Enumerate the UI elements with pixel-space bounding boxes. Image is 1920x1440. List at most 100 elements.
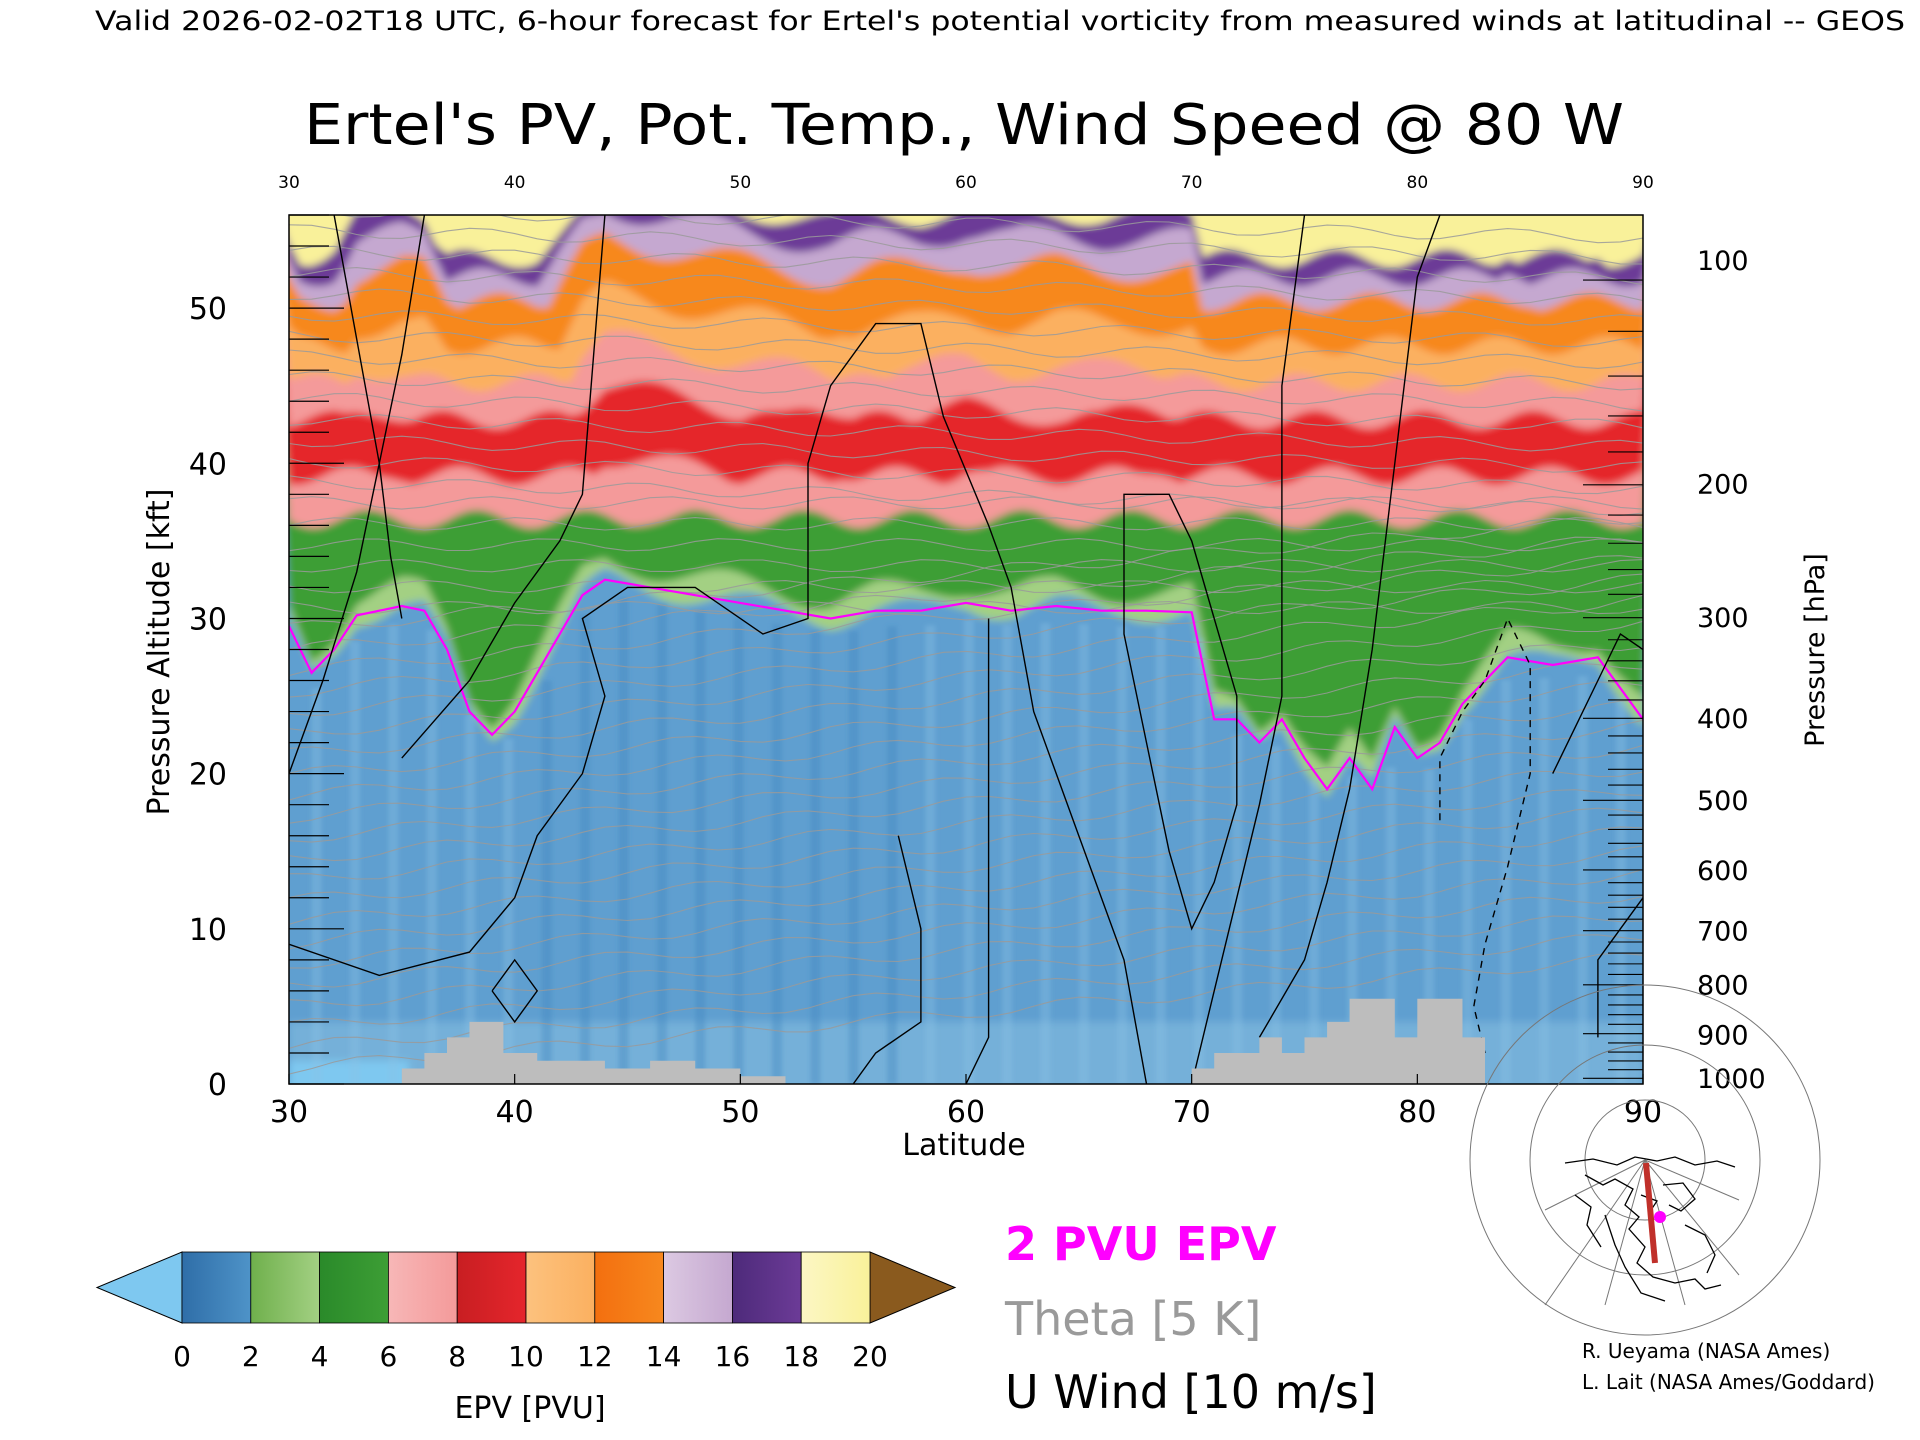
polar-stereographic-locator-map-icon xyxy=(1469,984,1821,1336)
pv-streak xyxy=(733,617,744,1084)
pv-streak xyxy=(580,614,591,1084)
colorbar-segment xyxy=(594,1251,664,1324)
theta-contour xyxy=(289,536,1643,650)
y-axis-right: 100 200 300 400 500 600 700 800 900 1000 xyxy=(1583,246,1766,1095)
colorbar-tick-label: 10 xyxy=(508,1340,544,1373)
pv-streak xyxy=(810,630,821,1084)
x-axis-bottom: 30 40 50 60 70 80 90 xyxy=(270,1074,1662,1130)
u-wind-contour xyxy=(401,215,606,759)
theta-contour xyxy=(289,288,1643,326)
u-wind-contour xyxy=(1123,493,1238,931)
pv-streak xyxy=(541,680,552,1084)
pv-streak xyxy=(1232,734,1243,1084)
colorbar-tick-label: 16 xyxy=(715,1340,751,1373)
u-wind-negative-contour xyxy=(1439,616,1531,1054)
colorbar-segment xyxy=(732,1251,802,1324)
pv-streak xyxy=(1002,624,1013,1084)
colorbar-tick-label: 6 xyxy=(379,1340,397,1373)
pv-streak xyxy=(771,623,782,1084)
colorbar-tick-label: 4 xyxy=(311,1340,329,1373)
y-tick-label: 30 xyxy=(189,602,227,637)
pv-streak xyxy=(349,641,360,1084)
theta-contour xyxy=(289,517,1643,628)
theta-contour xyxy=(289,744,1643,862)
theta-contour xyxy=(289,414,1643,452)
theta-contour xyxy=(289,789,1643,899)
colorbar-over-arrow xyxy=(869,1251,957,1324)
y-right-tick-label: 600 xyxy=(1697,856,1749,887)
x-tick-label: 60 xyxy=(947,1095,985,1130)
y-tick-label: 40 xyxy=(189,447,227,482)
colorbar-tick-label: 12 xyxy=(577,1340,613,1373)
theta-contour xyxy=(289,496,1643,510)
y-tick-label: 50 xyxy=(189,292,227,327)
colorbar-segment xyxy=(181,1251,252,1324)
theta-contour xyxy=(289,620,1643,735)
theta-contour xyxy=(289,681,1643,801)
surface-topography xyxy=(401,998,1485,1084)
theta-contour xyxy=(289,952,1643,1075)
u-wind-contour xyxy=(333,215,403,619)
y-tick-label: 20 xyxy=(189,758,227,793)
theta-contour xyxy=(289,826,1643,950)
plot-area: 30 40 50 60 70 80 90 30 40 50 60 70 80 90 0 10 20 30 40 5… xyxy=(189,173,1766,1130)
x-tick-label: 50 xyxy=(721,1095,759,1130)
colorbar-under-arrow xyxy=(95,1251,183,1324)
theta-contour xyxy=(289,310,1643,348)
chart-title: Ertel's PV, Pot. Temp., Wind Speed @ 80 … xyxy=(304,93,1624,158)
theta-contour xyxy=(289,330,1643,369)
u-wind-contour xyxy=(852,835,922,1084)
pv-streak xyxy=(388,624,399,1084)
pv-colorbar: 0 2 4 6 8 10 12 14 16 18 20 xyxy=(95,1251,957,1373)
theta-contour xyxy=(289,644,1643,754)
theta-contours xyxy=(289,215,1643,1075)
pv-streak xyxy=(1117,626,1128,1084)
x-tick-label: 70 xyxy=(1173,1095,1211,1130)
theta-contour xyxy=(289,371,1643,412)
valid-header: Valid 2026-02-02T18 UTC, 6-hour forecast… xyxy=(95,6,1905,37)
colorbar-segment xyxy=(387,1251,458,1324)
y-axis-left: 0 10 20 30 40 50 xyxy=(189,214,344,1103)
theta-contour xyxy=(289,457,1643,495)
pv-streak xyxy=(1577,676,1588,1084)
y-axis-right-label: Pressure [hPa] xyxy=(1800,553,1831,747)
y-right-tick-label: 200 xyxy=(1697,469,1749,500)
y-right-tick-label: 800 xyxy=(1697,971,1749,1002)
pv-streak xyxy=(1155,626,1166,1084)
y-right-tick-label: 900 xyxy=(1697,1020,1749,1051)
x-top-tick-label: 60 xyxy=(955,173,977,193)
theta-contour xyxy=(289,895,1643,1007)
pv-streak xyxy=(311,688,322,1084)
colorbar-tick-label: 20 xyxy=(852,1340,888,1373)
colorbar-segment xyxy=(800,1251,871,1324)
pv-streak xyxy=(695,610,706,1084)
pv-field xyxy=(289,215,1643,1084)
theta-contour xyxy=(289,868,1643,988)
x-top-tick-label: 70 xyxy=(1181,173,1203,193)
theta-contour xyxy=(289,435,1643,473)
theta-contour xyxy=(289,770,1643,880)
colorbar-tick-label: 14 xyxy=(646,1340,682,1373)
colorbar-tick-label: 18 xyxy=(783,1340,819,1373)
theta-contour xyxy=(289,555,1643,677)
colorbar-segment xyxy=(250,1251,321,1324)
pv-streak xyxy=(1424,768,1435,1084)
theta-contour xyxy=(289,662,1643,774)
pv-streak xyxy=(618,597,629,1084)
pv-streak xyxy=(925,625,936,1084)
colorbar-segment xyxy=(525,1251,596,1324)
y-axis-left-label: Pressure Altitude [kft] xyxy=(142,489,177,816)
pv-streak xyxy=(1309,779,1320,1084)
colorbar-tick-label: 0 xyxy=(173,1340,191,1373)
u-wind-contour xyxy=(1258,215,1441,1038)
pv-streak xyxy=(1500,679,1511,1084)
theta-contour xyxy=(289,224,1643,265)
y-tick-label: 10 xyxy=(189,913,227,948)
legend: 2 PVU EPV Theta [5 K] U Wind [10 m/s] xyxy=(1004,1217,1377,1419)
theta-contour xyxy=(289,517,1643,531)
theta-contour xyxy=(289,915,1643,1025)
theta-contour xyxy=(289,392,1643,430)
theta-contour xyxy=(289,845,1643,969)
u-wind-contour xyxy=(1191,215,1306,1084)
pv-streak xyxy=(1270,746,1281,1084)
